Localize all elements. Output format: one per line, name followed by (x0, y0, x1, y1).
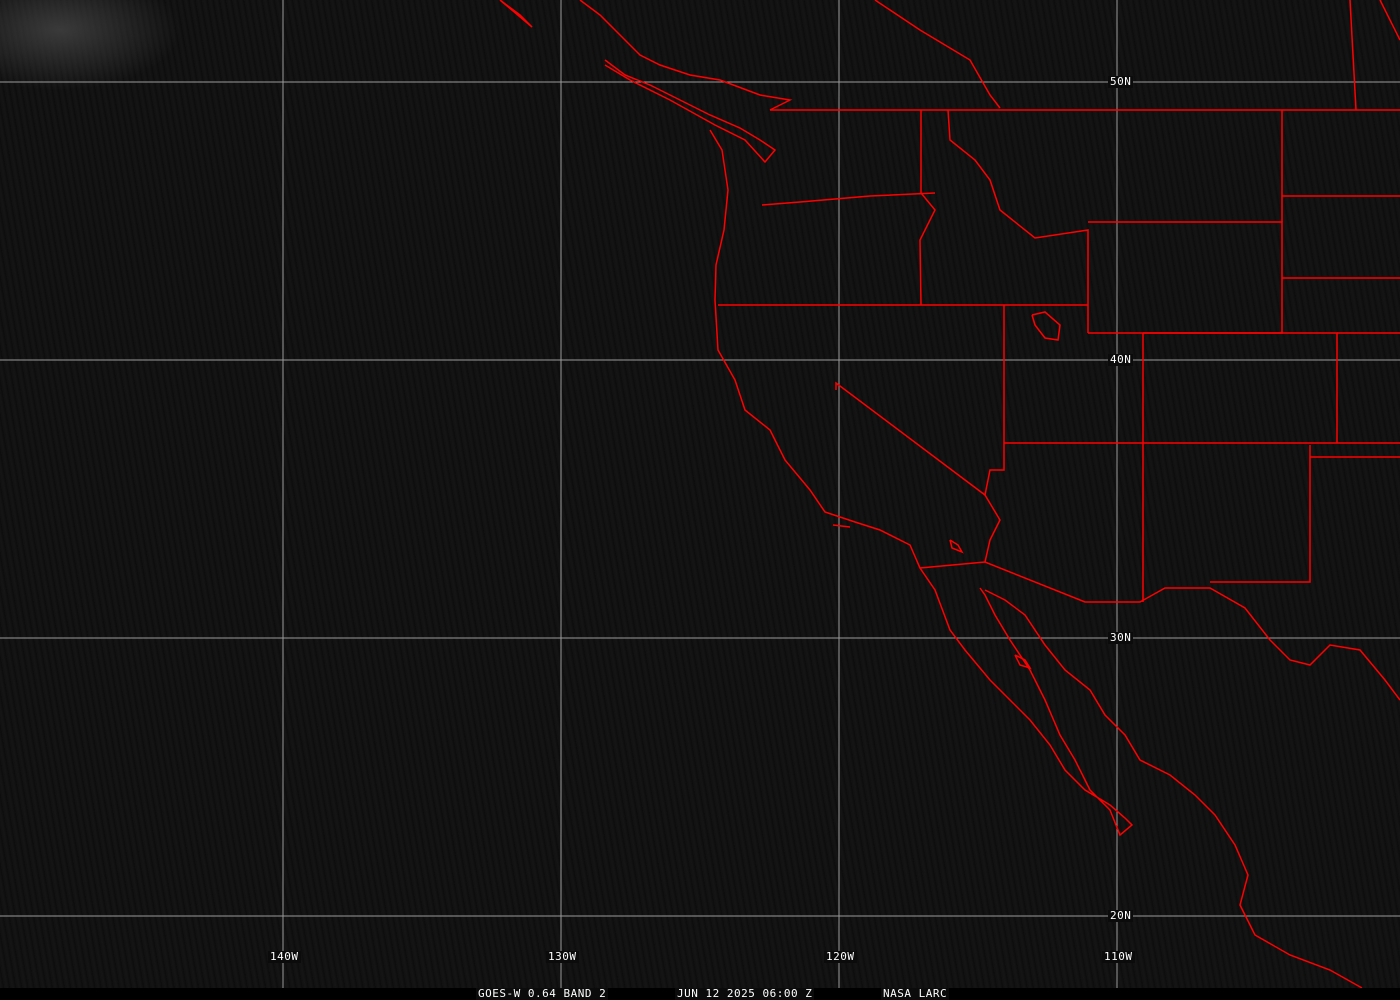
lon-label-140w: 140W (268, 950, 301, 963)
coastline-mexico (984, 589, 1363, 989)
lat-label-30n: 30N (1108, 631, 1134, 644)
border-sk-mb (1379, 0, 1400, 41)
boundaries (499, 0, 1400, 989)
lat-label-50n: 50N (1108, 75, 1134, 88)
caption-datetime: JUN 12 2025 06:00 Z (675, 987, 815, 1000)
great-salt-lake (1031, 311, 1061, 341)
caption-product: GOES-W 0.64 BAND 2 (476, 987, 609, 1000)
coastline-pacific (499, 0, 533, 28)
border-wa-or (761, 192, 936, 206)
border-mt-id (947, 109, 1089, 333)
vancouver-island (604, 59, 777, 164)
lat-label-40n: 40N (1108, 353, 1134, 366)
gulf-islands (1014, 654, 1032, 670)
border-bc-ab (874, 0, 1001, 109)
border-ca-nv (835, 305, 1005, 497)
lon-label-120w: 120W (824, 950, 857, 963)
border-ab-sk (1349, 0, 1357, 111)
coastline-west (709, 129, 1134, 837)
border-co (1143, 332, 1338, 443)
border-us-mexico (919, 561, 1400, 701)
lon-label-130w: 130W (546, 950, 579, 963)
border-colorado-river (984, 494, 1001, 563)
coastline-bc (579, 0, 793, 111)
lon-label-110w: 110W (1102, 950, 1135, 963)
lat-label-20n: 20N (1108, 909, 1134, 922)
border-nm (1210, 445, 1311, 583)
image-caption-bar: GOES-W 0.64 BAND 2 JUN 12 2025 06:00 Z N… (0, 988, 1400, 1000)
caption-source: NASA LARC (881, 987, 950, 1000)
channel-islands (832, 524, 851, 528)
salton-sea (949, 539, 964, 554)
border-id-west (919, 110, 936, 306)
